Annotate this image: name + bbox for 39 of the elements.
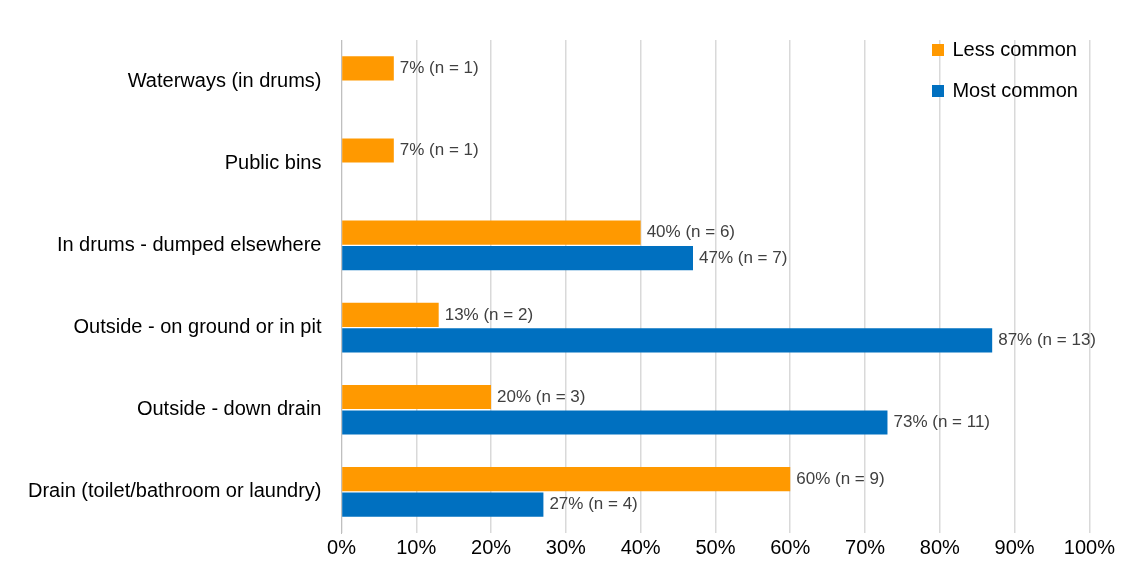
- bar: [342, 328, 993, 353]
- legend-label: Most common: [952, 79, 1078, 102]
- bar: [342, 138, 394, 163]
- x-tick-label: 20%: [471, 535, 512, 558]
- y-tick-label: In drums - dumped elsewhere: [56, 232, 322, 255]
- bar: [342, 56, 394, 81]
- data-label: 60% (n = 9): [796, 468, 885, 488]
- x-tick-label: 70%: [845, 535, 886, 558]
- x-tick-label: 90%: [994, 535, 1035, 558]
- data-label: 13% (n = 2): [444, 304, 534, 324]
- x-tick-label: 40%: [620, 535, 661, 558]
- x-tick-label: 50%: [695, 535, 736, 558]
- data-label: 40% (n = 6): [646, 222, 735, 242]
- x-tick-label: 10%: [396, 535, 437, 558]
- x-tick-label: 100%: [1063, 535, 1116, 558]
- data-label: 73% (n = 11): [893, 412, 991, 432]
- bar: [342, 467, 791, 492]
- bar: [342, 246, 693, 271]
- data-label: 20% (n = 3): [497, 386, 586, 406]
- data-label: 7% (n = 1): [399, 140, 479, 160]
- y-tick-label: Public bins: [224, 150, 322, 173]
- x-tick-label: 0%: [327, 535, 357, 558]
- y-tick-label: Outside - down drain: [136, 397, 322, 420]
- x-tick-label: 80%: [919, 535, 961, 558]
- bar: [342, 410, 888, 435]
- bar: [342, 492, 544, 517]
- y-tick-label: Waterways (in drums): [127, 68, 322, 91]
- data-label: 87% (n = 13): [998, 330, 1096, 350]
- bar: [342, 384, 492, 410]
- data-label: 47% (n = 7): [699, 247, 788, 267]
- y-tick-label: Drain (toilet/bathroom or laundry): [27, 479, 322, 502]
- bar: [342, 302, 439, 327]
- x-tick-label: 60%: [770, 535, 811, 558]
- bar: [342, 220, 641, 245]
- x-tick-label: 30%: [545, 535, 587, 558]
- legend-label: Less common: [952, 38, 1077, 61]
- data-label: 27% (n = 4): [549, 494, 638, 514]
- data-label: 7% (n = 1): [399, 58, 479, 78]
- y-tick-label: Outside - on ground or in pit: [73, 315, 322, 338]
